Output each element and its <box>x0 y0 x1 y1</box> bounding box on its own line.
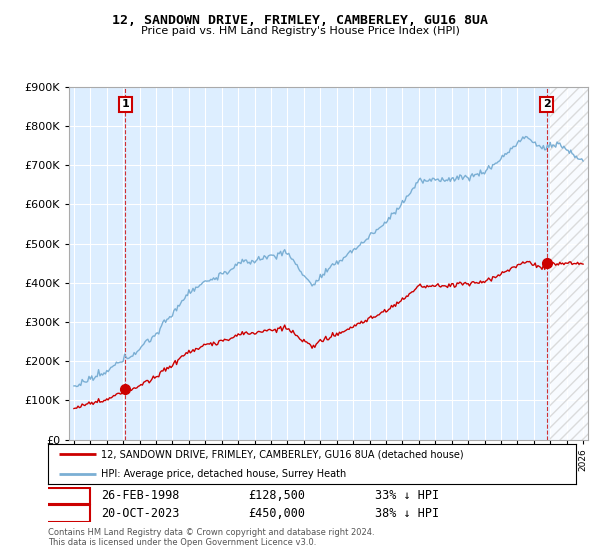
Text: 33% ↓ HPI: 33% ↓ HPI <box>376 489 439 502</box>
Text: 1: 1 <box>61 489 70 502</box>
Text: 1: 1 <box>121 100 129 109</box>
FancyBboxPatch shape <box>40 505 90 521</box>
Text: 26-FEB-1998: 26-FEB-1998 <box>101 489 179 502</box>
Text: Price paid vs. HM Land Registry's House Price Index (HPI): Price paid vs. HM Land Registry's House … <box>140 26 460 36</box>
Text: 2: 2 <box>61 507 70 520</box>
Text: £450,000: £450,000 <box>248 507 305 520</box>
Text: 12, SANDOWN DRIVE, FRIMLEY, CAMBERLEY, GU16 8UA (detached house): 12, SANDOWN DRIVE, FRIMLEY, CAMBERLEY, G… <box>101 449 463 459</box>
Text: 38% ↓ HPI: 38% ↓ HPI <box>376 507 439 520</box>
Text: HPI: Average price, detached house, Surrey Heath: HPI: Average price, detached house, Surr… <box>101 469 346 479</box>
Text: £128,500: £128,500 <box>248 489 305 502</box>
Text: 12, SANDOWN DRIVE, FRIMLEY, CAMBERLEY, GU16 8UA: 12, SANDOWN DRIVE, FRIMLEY, CAMBERLEY, G… <box>112 14 488 27</box>
Text: Contains HM Land Registry data © Crown copyright and database right 2024.
This d: Contains HM Land Registry data © Crown c… <box>48 528 374 547</box>
Text: 20-OCT-2023: 20-OCT-2023 <box>101 507 179 520</box>
Text: 2: 2 <box>543 100 551 109</box>
FancyBboxPatch shape <box>40 488 90 504</box>
